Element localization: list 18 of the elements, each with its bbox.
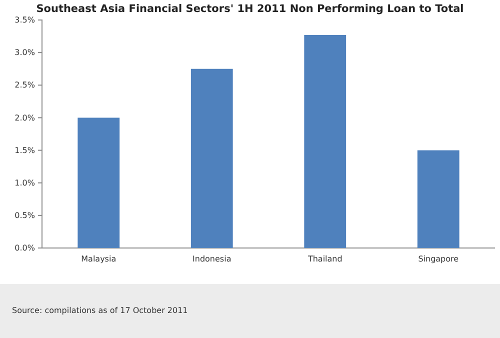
y-tick-label: 2.0%: [14, 113, 36, 122]
bar: [417, 150, 460, 248]
y-tick-label: 2.5%: [14, 80, 36, 90]
y-tick-label: 1.5%: [14, 146, 36, 155]
x-tick-label: Indonesia: [192, 254, 232, 264]
bar: [304, 34, 346, 248]
x-tick-label: Singapore: [418, 254, 459, 264]
y-tick-label: 3.0%: [14, 48, 36, 58]
chart-title: Southeast Asia Financial Sectors' 1H 2011 Non Performing Loan to Total: [36, 3, 464, 15]
y-tick-label: 0.0%: [14, 244, 36, 253]
y-tick-label: 0.5%: [14, 210, 36, 220]
y-tick-label: 3.5%: [14, 16, 36, 25]
bar: [78, 118, 120, 248]
source-note: Source: compilations as of 17 October 2011: [12, 306, 188, 315]
y-tick-label: 1.0%: [14, 178, 36, 188]
x-tick-label: Malaysia: [81, 254, 116, 264]
bar: [190, 68, 233, 248]
x-tick-label: Thailand: [306, 254, 342, 264]
